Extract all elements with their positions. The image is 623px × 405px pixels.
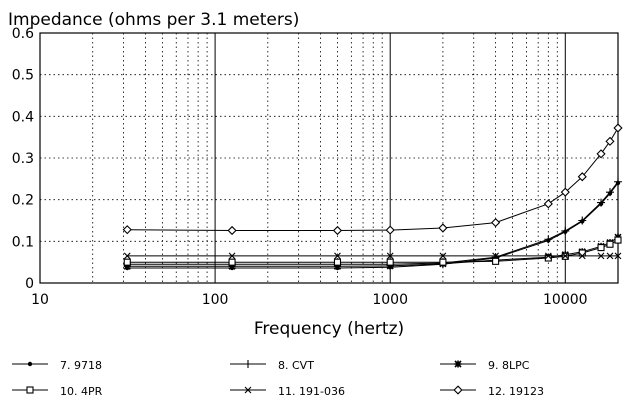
data-point	[333, 258, 342, 266]
legend-label: 12. 19123	[488, 385, 544, 398]
data-point	[334, 252, 341, 260]
data-point	[333, 262, 342, 270]
data-point	[605, 136, 615, 146]
series-line	[127, 182, 619, 269]
data-point	[614, 252, 622, 260]
legend-marker	[453, 385, 463, 395]
data-point	[578, 216, 587, 225]
series-6	[122, 123, 623, 236]
data-point	[491, 218, 501, 228]
data-point	[332, 225, 343, 236]
legend-marker	[454, 360, 462, 368]
chart-title: Impedance (ohms per 3.1 meters)	[8, 10, 299, 30]
data-point	[438, 223, 448, 233]
data-point	[228, 262, 236, 270]
series-group	[122, 123, 623, 271]
legend: 7. 9718 8. CVT 9. 8LPC 10. 4PR 11. 191-036 12…	[12, 359, 544, 398]
data-point	[122, 225, 132, 235]
legend-label: 11. 191-036	[278, 385, 345, 398]
data-point	[606, 252, 614, 260]
data-point	[544, 252, 552, 260]
data-point	[385, 225, 395, 235]
legend-item: 8. CVT	[230, 359, 314, 372]
legend-marker	[244, 360, 252, 368]
data-point	[228, 252, 236, 260]
data-point	[561, 226, 570, 235]
data-point	[386, 252, 394, 260]
y-tick-label: 0.3	[12, 151, 34, 167]
legend-marker	[26, 386, 34, 394]
x-axis-label: Frequency (hertz)	[254, 319, 404, 339]
legend-item: 11. 191-036	[230, 385, 345, 398]
series-5	[123, 252, 622, 260]
data-point	[123, 262, 131, 270]
y-tick-label: 0.6	[12, 26, 34, 42]
data-point	[614, 177, 622, 186]
data-point	[227, 225, 237, 236]
data-point	[597, 244, 605, 252]
y-tick-label: 0.5	[12, 68, 34, 84]
data-point	[228, 258, 236, 266]
data-point	[560, 187, 570, 197]
data-point	[544, 254, 552, 262]
data-point	[614, 236, 622, 244]
series-line	[127, 181, 619, 265]
series-line	[127, 127, 619, 231]
x-tick-label: 1000	[372, 292, 408, 308]
legend-label: 7. 9718	[60, 359, 102, 372]
legend-item: 9. 8LPC	[440, 359, 530, 372]
x-tick-label: 10	[31, 292, 49, 308]
data-point	[123, 258, 131, 266]
data-point	[596, 149, 606, 159]
data-point	[597, 198, 606, 207]
x-axis-ticks: 10 100 1000 10000	[31, 292, 587, 308]
data-point	[492, 257, 500, 265]
data-point	[597, 252, 605, 260]
data-point	[439, 252, 447, 260]
data-point	[577, 172, 587, 182]
y-tick-label: 0.1	[12, 234, 34, 250]
legend-item: 12. 19123	[440, 385, 544, 398]
data-point	[613, 123, 623, 133]
grid-lines	[40, 33, 619, 283]
legend-marker	[27, 361, 33, 367]
data-point	[386, 258, 394, 266]
x-tick-label: 100	[202, 292, 229, 308]
data-point	[606, 240, 614, 248]
data-point	[578, 249, 586, 257]
x-tick-label: 10000	[543, 292, 588, 308]
data-point	[605, 188, 614, 197]
data-point	[561, 252, 569, 260]
data-point	[543, 199, 553, 209]
legend-label: 9. 8LPC	[488, 359, 530, 372]
data-point	[544, 235, 553, 244]
plot-frame	[39, 32, 619, 284]
y-axis-ticks: 0 0.1 0.2 0.3 0.4 0.5 0.6	[12, 26, 34, 292]
legend-label: 8. CVT	[278, 359, 314, 372]
legend-item: 10. 4PR	[12, 385, 103, 398]
data-point	[386, 262, 394, 270]
legend-label: 10. 4PR	[60, 385, 103, 398]
y-tick-label: 0	[25, 276, 34, 292]
legend-item: 7. 9718	[12, 359, 102, 372]
series-line	[127, 239, 619, 263]
data-point	[578, 252, 586, 260]
y-tick-label: 0.4	[12, 109, 34, 125]
data-point	[123, 252, 131, 260]
data-point	[492, 252, 500, 260]
data-point	[439, 258, 447, 266]
y-tick-label: 0.2	[12, 193, 34, 209]
legend-marker	[244, 386, 252, 394]
